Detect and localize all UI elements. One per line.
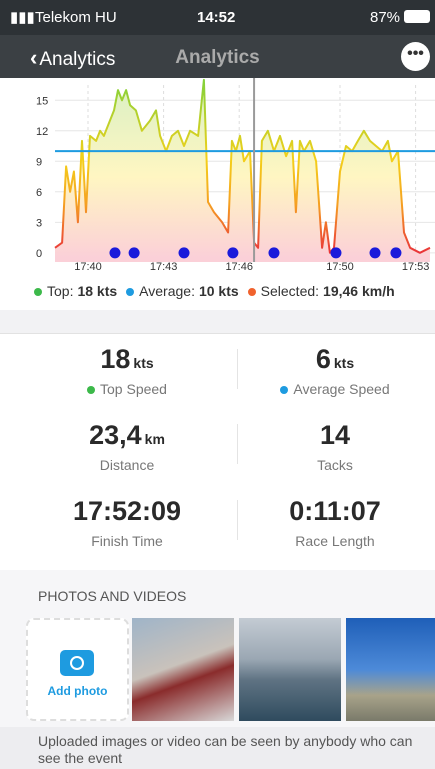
section-heading: PHOTOS AND VIDEOS bbox=[38, 588, 186, 604]
tack-marker bbox=[109, 247, 120, 258]
stat-value: 14 bbox=[235, 420, 435, 451]
stat-label: Distance bbox=[27, 457, 227, 473]
stat-label: Finish Time bbox=[27, 533, 227, 549]
speed-chart: 0 3 6 9 12 15 17:40 17:43 17:46 17:50 17:53 bbox=[0, 78, 435, 273]
legend-dot bbox=[248, 288, 256, 296]
stat-label: Top Speed bbox=[27, 381, 227, 397]
stat-label: Average Speed bbox=[235, 381, 435, 397]
legend-label: Average: bbox=[139, 283, 195, 299]
x-tick-label: 17:46 bbox=[225, 261, 253, 273]
stat-number: 23,4 bbox=[89, 420, 142, 450]
legend-value: 18 kts bbox=[77, 283, 117, 299]
separator bbox=[0, 310, 435, 334]
stat-label-text: Race Length bbox=[295, 533, 374, 549]
x-tick-label: 17:50 bbox=[326, 261, 354, 273]
legend-label: Selected: bbox=[261, 283, 319, 299]
stat: 17:52:09 Finish Time bbox=[27, 496, 227, 549]
legend-dot bbox=[126, 288, 134, 296]
tack-marker bbox=[390, 247, 401, 258]
y-tick-label: 9 bbox=[36, 156, 42, 168]
tack-marker bbox=[179, 247, 190, 258]
stat: 14 Tacks bbox=[235, 420, 435, 473]
stat-number: 6 bbox=[316, 344, 331, 374]
stat-label: Race Length bbox=[235, 533, 435, 549]
legend-item: Average:10 kts bbox=[126, 283, 238, 299]
signal: ▮▮▮ bbox=[10, 8, 35, 26]
stat-number: 0:11:07 bbox=[289, 496, 381, 526]
stat-unit: kts bbox=[133, 355, 153, 371]
x-tick-label: 17:43 bbox=[150, 261, 178, 273]
tack-marker bbox=[370, 247, 381, 258]
tack-marker bbox=[268, 247, 279, 258]
note-box: Uploaded images or video can be seen by … bbox=[0, 727, 435, 769]
y-tick-label: 6 bbox=[36, 187, 42, 199]
page: ▮▮▮ Telekom HU 14:52 87% ‹Analytics Anal… bbox=[0, 0, 435, 769]
photos-section: PHOTOS AND VIDEOS Add photo Uploaded ima… bbox=[0, 570, 435, 769]
stat-dot bbox=[87, 386, 95, 394]
legend-label: Top: bbox=[47, 283, 73, 299]
nav-bar: ‹Analytics Analytics ••• bbox=[0, 35, 435, 78]
more-button[interactable]: ••• bbox=[401, 42, 430, 71]
tack-marker bbox=[227, 247, 238, 258]
x-tick-label: 17:53 bbox=[402, 261, 430, 273]
y-tick-label: 12 bbox=[36, 126, 48, 138]
legend-dot bbox=[34, 288, 42, 296]
stat-value: 0:11:07 bbox=[235, 496, 435, 527]
y-tick-label: 3 bbox=[36, 217, 42, 229]
y-tick-label: 15 bbox=[36, 95, 48, 107]
tack-marker bbox=[129, 247, 140, 258]
status-bar: ▮▮▮ Telekom HU 14:52 87% bbox=[0, 0, 435, 35]
stat: 0:11:07 Race Length bbox=[235, 496, 435, 549]
photo[interactable] bbox=[346, 618, 435, 721]
stat-label: Tacks bbox=[235, 457, 435, 473]
photo[interactable] bbox=[132, 618, 234, 721]
stat-dot bbox=[280, 386, 288, 394]
battery-icon bbox=[404, 10, 430, 23]
stat-number: 18 bbox=[100, 344, 130, 374]
nav-title: Analytics bbox=[0, 47, 435, 69]
stat-label-text: Tacks bbox=[317, 457, 353, 473]
stat-label-text: Top Speed bbox=[100, 381, 167, 397]
legend-value: 10 kts bbox=[199, 283, 239, 299]
stat-label-text: Average Speed bbox=[293, 381, 389, 397]
legend-item: Top:18 kts bbox=[34, 283, 117, 299]
add-photo[interactable]: Add photo bbox=[26, 618, 129, 721]
y-tick-label: 0 bbox=[36, 248, 42, 260]
camera-lens bbox=[70, 656, 84, 670]
battery: 87% bbox=[370, 9, 400, 26]
stat-number: 14 bbox=[320, 420, 350, 450]
legend-value: 19,46 km/h bbox=[323, 283, 395, 299]
stat-unit: km bbox=[145, 431, 165, 447]
legend: Top:18 kts Average:10 kts Selected:19,46 k… bbox=[0, 283, 435, 299]
add-photo-label: Add photo bbox=[28, 684, 127, 698]
stat-number: 17:52:09 bbox=[73, 496, 181, 526]
stat-label-text: Distance bbox=[100, 457, 154, 473]
note: Uploaded images or video can be seen by … bbox=[38, 733, 428, 767]
carrier: Telekom HU bbox=[35, 9, 117, 26]
camera-icon bbox=[60, 650, 94, 676]
clock: 14:52 bbox=[197, 9, 235, 26]
stat-unit: kts bbox=[334, 355, 354, 371]
stat-value: 17:52:09 bbox=[27, 496, 227, 527]
x-tick-label: 17:40 bbox=[74, 261, 102, 273]
tack-marker bbox=[330, 247, 341, 258]
speed-area bbox=[55, 80, 430, 262]
photo[interactable] bbox=[239, 618, 341, 721]
legend-item: Selected:19,46 km/h bbox=[248, 283, 395, 299]
stat-label-text: Finish Time bbox=[91, 533, 163, 549]
